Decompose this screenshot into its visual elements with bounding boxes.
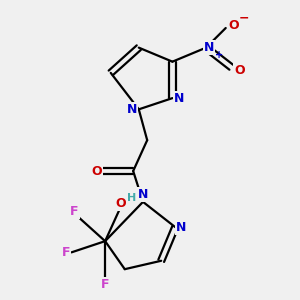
Text: −: − <box>239 12 249 25</box>
Text: O: O <box>115 197 126 210</box>
Text: F: F <box>70 205 79 218</box>
Text: N: N <box>174 92 184 105</box>
Text: F: F <box>101 278 110 291</box>
Text: O: O <box>92 164 102 178</box>
Text: N: N <box>176 220 186 234</box>
Text: N: N <box>204 41 214 54</box>
Text: O: O <box>229 19 239 32</box>
Text: +: + <box>214 50 223 60</box>
Text: F: F <box>61 246 70 259</box>
Text: N: N <box>138 188 148 201</box>
Text: H: H <box>127 193 136 203</box>
Text: N: N <box>127 103 137 116</box>
Text: O: O <box>234 64 245 76</box>
